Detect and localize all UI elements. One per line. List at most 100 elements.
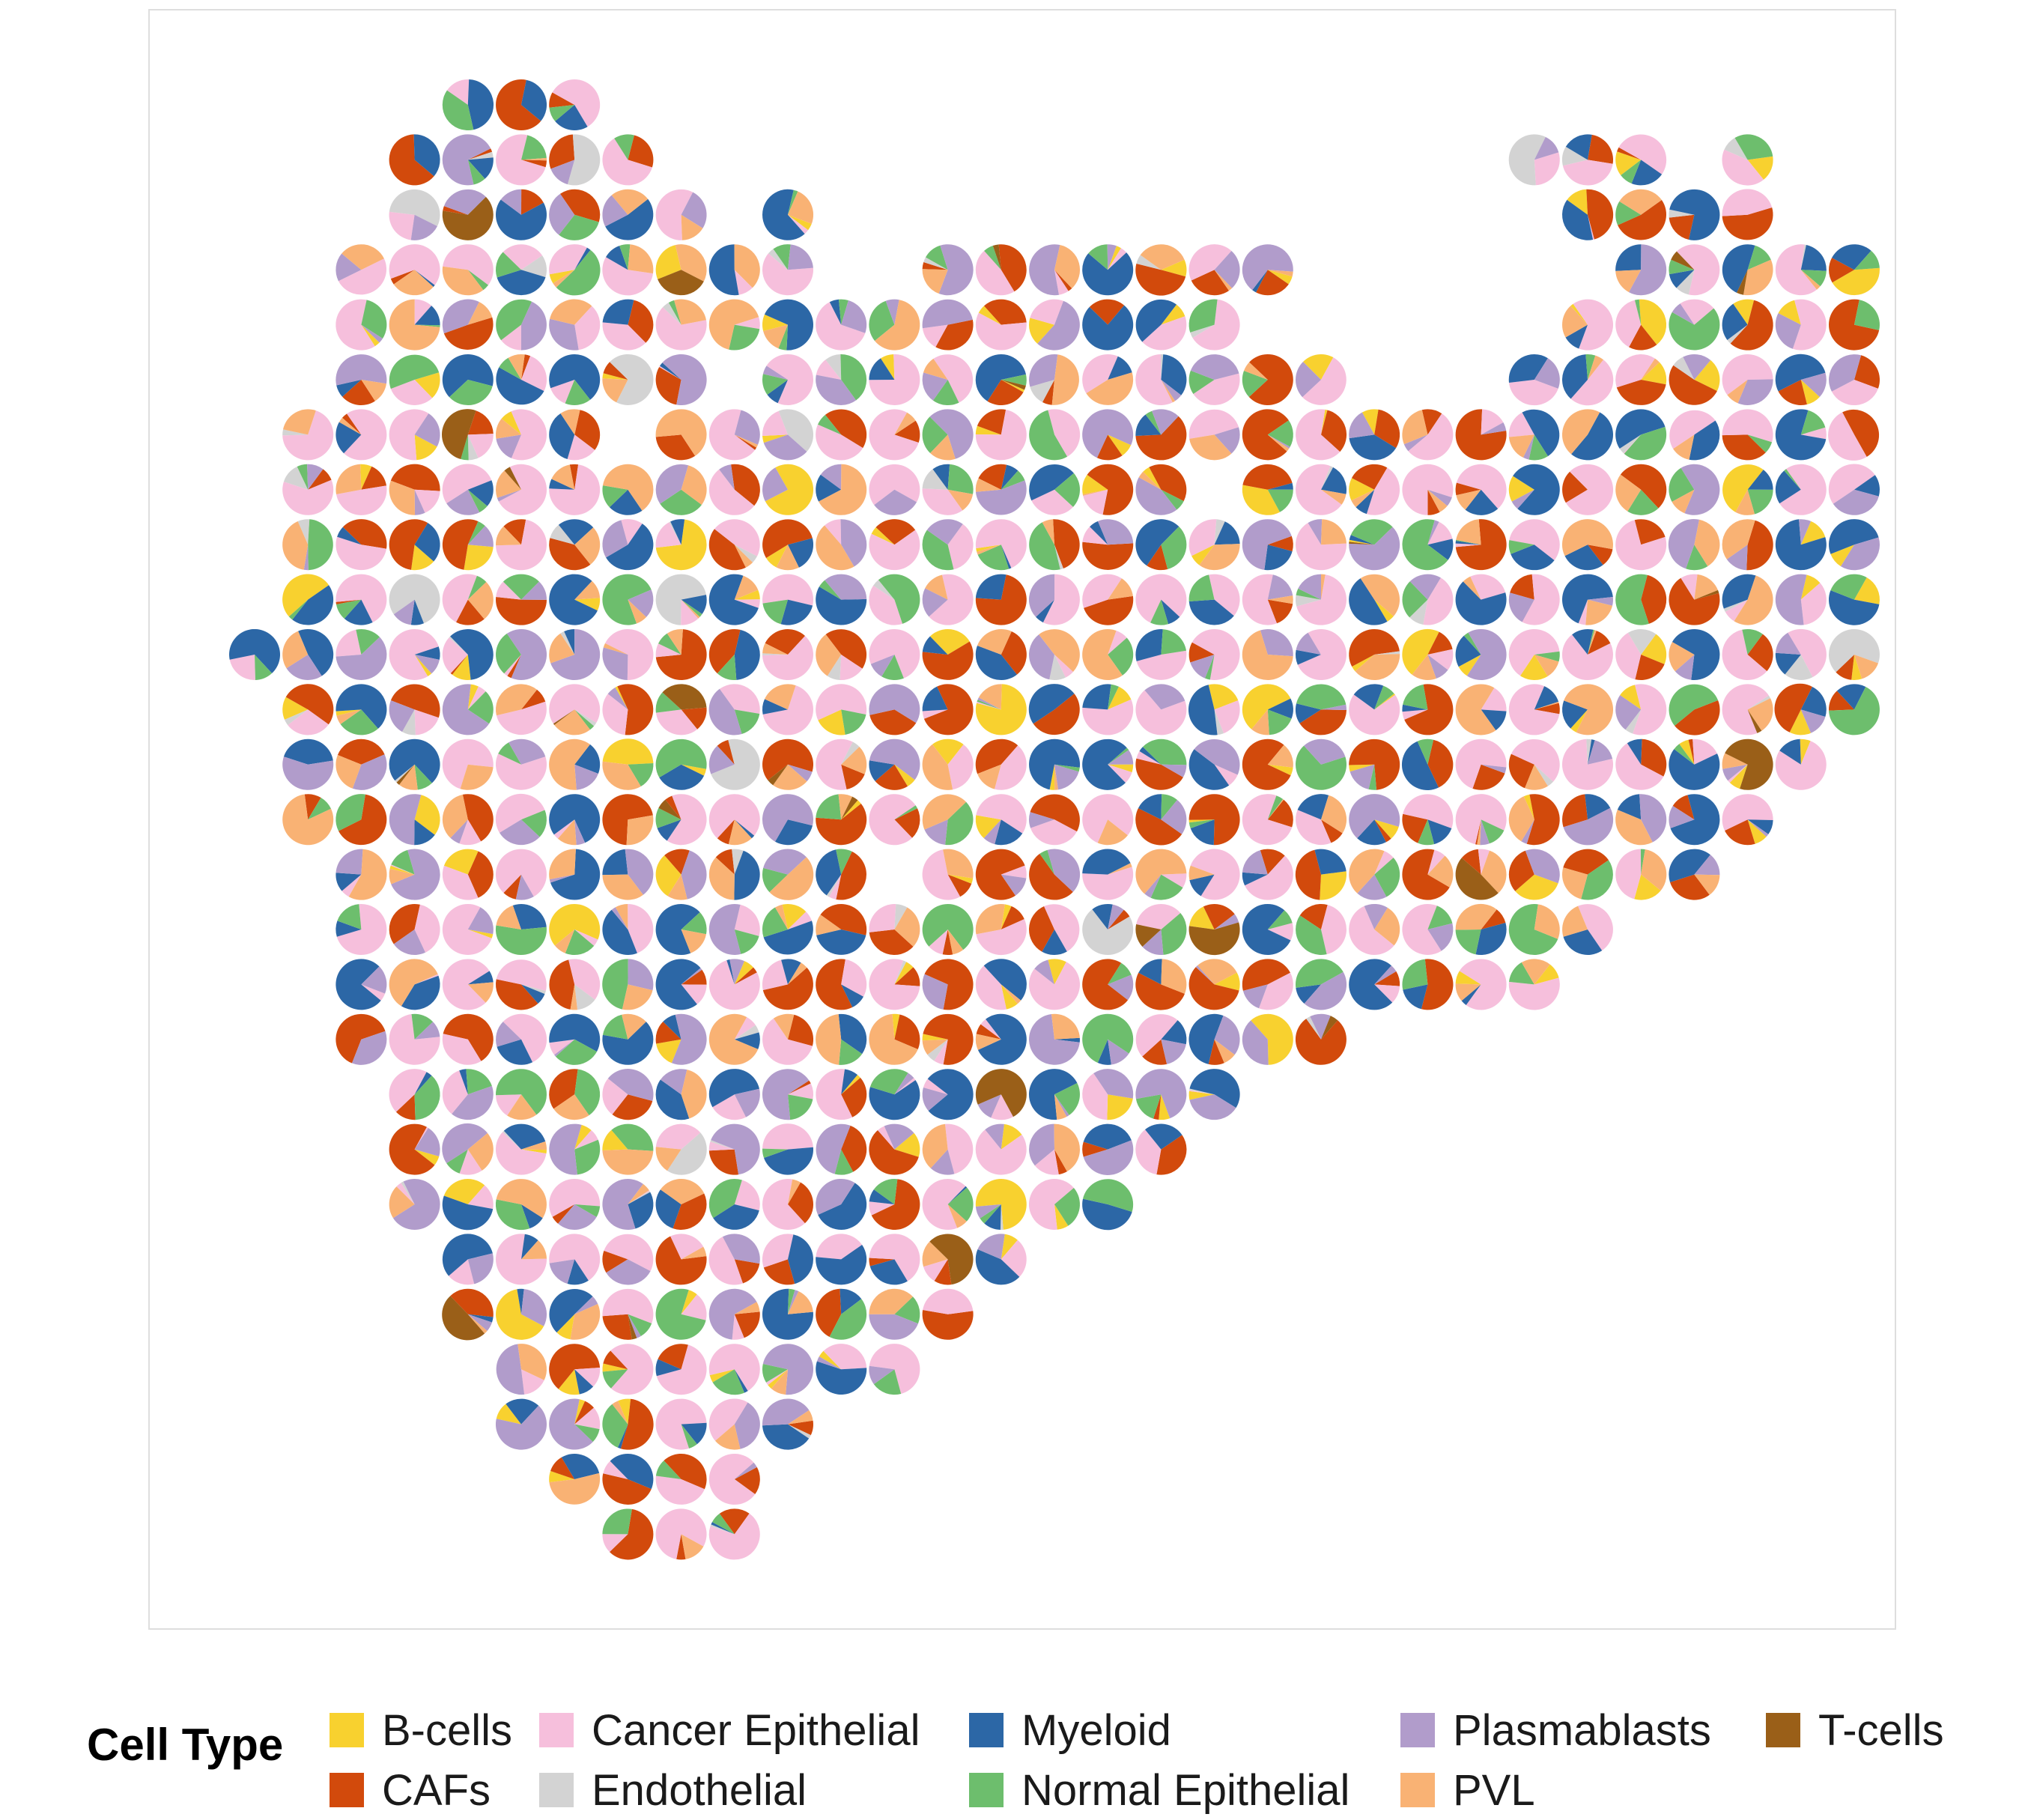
pie-slice <box>1039 849 1054 875</box>
pie-slice <box>816 374 857 405</box>
pie-slice <box>1135 924 1162 947</box>
pie-slice <box>975 250 1015 296</box>
pie-slice <box>922 1310 974 1340</box>
pie-slice <box>1466 628 1507 680</box>
pie-slice <box>717 819 735 845</box>
pie-slice <box>708 299 759 350</box>
pie-slice <box>816 302 866 351</box>
pie-slice <box>1727 380 1748 404</box>
pie-slice <box>1188 574 1215 601</box>
spot-pie <box>495 519 547 571</box>
pie-slice <box>681 1424 697 1449</box>
pie-slice <box>446 1149 468 1174</box>
pie-slice <box>681 707 707 729</box>
pie-slice <box>1374 984 1400 1003</box>
pie-slice <box>1161 489 1184 510</box>
pie-slice <box>878 1126 895 1150</box>
pie-slice <box>825 354 842 380</box>
pie-slice <box>655 1359 681 1377</box>
pie-slice <box>734 850 760 900</box>
pie-slice <box>980 1019 1001 1040</box>
pie-slice <box>1296 409 1341 461</box>
pie-slice <box>1427 923 1454 951</box>
pie-slice <box>549 849 576 880</box>
pie-slice <box>1364 903 1388 929</box>
pie-slice <box>1534 964 1559 985</box>
pie-slice <box>708 794 760 839</box>
pie-slice <box>1054 764 1079 790</box>
pie-slice <box>1565 324 1588 349</box>
pie-slice <box>1455 543 1481 547</box>
spot-pie <box>708 903 760 955</box>
pie-slice <box>765 629 805 655</box>
pie-slice <box>1669 308 1720 351</box>
pie-slice <box>1578 904 1613 951</box>
pie-slice <box>983 819 1001 845</box>
pie-slice <box>467 582 494 619</box>
pie-slice <box>1135 758 1183 790</box>
pie-slice <box>1082 794 1134 843</box>
pie-slice <box>402 709 416 735</box>
pie-slice <box>765 684 796 710</box>
spot-pie <box>1615 354 1667 405</box>
pie-slice <box>1108 434 1132 456</box>
spot-pie <box>1402 628 1454 680</box>
pie-slice <box>1191 545 1215 565</box>
pie-slice <box>413 134 440 177</box>
pie-slice <box>655 1022 681 1044</box>
spot-pie <box>975 794 1027 846</box>
spot-pie <box>1669 684 1720 735</box>
pie-slice <box>1403 434 1428 452</box>
pie-slice <box>734 589 760 600</box>
pie-slice <box>1304 738 1346 765</box>
pie-slice <box>389 574 440 624</box>
pie-slice <box>496 519 547 571</box>
spot-pie <box>1135 1123 1187 1175</box>
pie-slice <box>467 1132 494 1171</box>
pie-slice <box>681 465 707 505</box>
legend-label: T-cells <box>1818 1705 1944 1755</box>
pie-slice <box>414 1072 432 1095</box>
pie-slice <box>1854 355 1880 389</box>
spot-pie <box>1455 849 1507 900</box>
pie-slice <box>1159 1094 1171 1120</box>
pie-slice <box>1042 519 1054 545</box>
pie-slice <box>1349 628 1400 667</box>
pie-slice <box>1829 258 1854 283</box>
pie-slice <box>992 244 1001 270</box>
pie-slice <box>521 1204 543 1229</box>
pie-slice <box>567 134 601 186</box>
pie-slice <box>1409 574 1441 600</box>
pie-slice <box>559 214 599 240</box>
spot-pie <box>602 738 654 790</box>
pie-slice <box>1214 427 1240 454</box>
spot-pie <box>442 903 494 955</box>
pie-slice <box>1349 434 1397 461</box>
pie-slice <box>1267 482 1293 490</box>
pie-slice <box>549 1039 575 1055</box>
pie-slice <box>337 527 362 545</box>
pie-slice <box>869 1344 920 1394</box>
pie-slice <box>1621 160 1642 183</box>
pie-slice <box>1742 628 1763 655</box>
pie-slice <box>977 409 1007 435</box>
spot-pie <box>495 409 547 461</box>
pie-slice <box>1641 849 1667 891</box>
pie-slice <box>628 300 654 343</box>
pie-slice <box>1108 637 1134 676</box>
pie-slice <box>1054 1123 1081 1172</box>
spot-pie <box>1188 849 1240 900</box>
pie-slice <box>611 189 649 215</box>
pie-slice <box>1135 1094 1162 1119</box>
pie-slice <box>336 536 386 571</box>
pie-slice <box>508 738 546 765</box>
pie-slice <box>443 244 494 285</box>
pie-slice <box>1242 409 1289 461</box>
spot-pie <box>816 464 867 515</box>
pie-slice <box>1828 299 1880 351</box>
pie-slice <box>836 851 866 900</box>
pie-slice <box>975 904 1005 935</box>
pie-slice <box>1672 489 1695 514</box>
spot-pie <box>922 1234 974 1285</box>
pie-slice <box>762 636 813 681</box>
